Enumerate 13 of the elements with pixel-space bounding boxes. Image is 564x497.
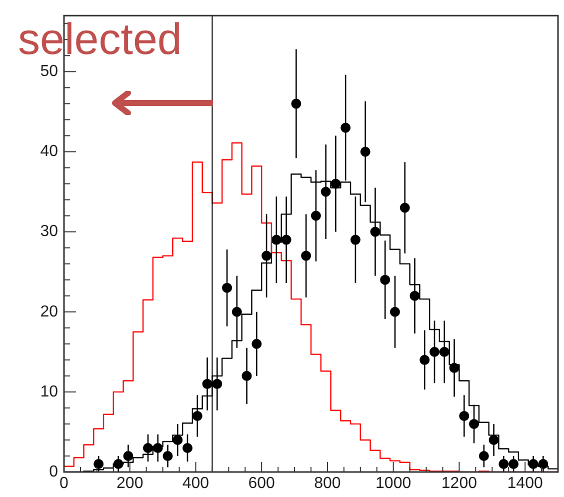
y-tick-label: 0	[49, 463, 58, 480]
x-tick-label: 1000	[376, 475, 412, 492]
y-tick-label: 20	[40, 303, 58, 320]
y-tick-label: 10	[40, 383, 58, 400]
y-tick-label: 50	[40, 63, 58, 80]
x-tick-label: 200	[116, 475, 144, 492]
x-tick-label: 1400	[507, 475, 543, 492]
x-tick-label: 1200	[441, 475, 478, 492]
x-tick-label: 600	[248, 475, 276, 492]
y-tick-label: 30	[40, 223, 58, 240]
x-tick-label: 800	[314, 475, 341, 492]
x-tick-label: 400	[182, 475, 210, 492]
y-tick-label: 40	[40, 143, 58, 160]
